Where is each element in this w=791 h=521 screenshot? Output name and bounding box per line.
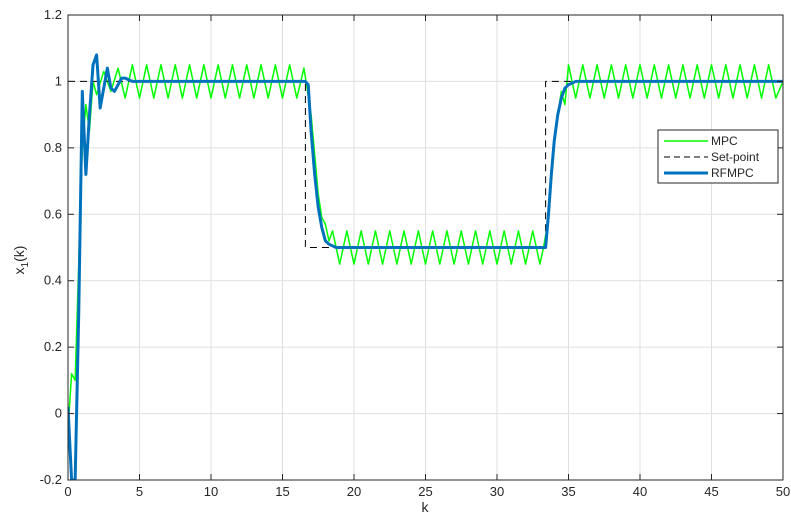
legend-label-mpc: MPC bbox=[711, 134, 738, 148]
y-tick-label: 0.6 bbox=[44, 206, 62, 221]
x-tick-label: 10 bbox=[204, 484, 218, 499]
series-group bbox=[68, 53, 783, 480]
legend-label-rfmpc: RFMPC bbox=[711, 166, 754, 180]
x-tick-label: 25 bbox=[418, 484, 432, 499]
y-axis-label: x1(k) bbox=[11, 246, 31, 275]
y-tick-label: 0.2 bbox=[44, 339, 62, 354]
y-tick-label: 1 bbox=[55, 73, 62, 88]
x-tick-label: 15 bbox=[275, 484, 289, 499]
y-tick-label: 0.8 bbox=[44, 140, 62, 155]
legend-label-setpoint: Set-point bbox=[711, 150, 760, 164]
x-tick-label: 30 bbox=[490, 484, 504, 499]
x-tick-label: 45 bbox=[704, 484, 718, 499]
y-axis-label-sub: 1 bbox=[20, 261, 31, 267]
x-tick-label: 40 bbox=[633, 484, 647, 499]
x-tick-label: 35 bbox=[561, 484, 575, 499]
y-axis-label-main: x bbox=[11, 267, 27, 274]
y-tick-label: 1.2 bbox=[44, 7, 62, 22]
x-tick-label: 20 bbox=[347, 484, 361, 499]
legend: MPC Set-point RFMPC bbox=[657, 129, 779, 184]
y-axis-label-suffix: (k) bbox=[11, 246, 27, 262]
y-tick-label: 0.4 bbox=[44, 273, 62, 288]
series-line-rfmpc bbox=[68, 53, 783, 480]
x-tick-label: 5 bbox=[136, 484, 143, 499]
x-axis-label: k bbox=[422, 499, 430, 515]
x-tick-label: 0 bbox=[64, 484, 71, 499]
series-line-mpc bbox=[68, 64, 783, 431]
y-tick-label: -0.2 bbox=[40, 472, 62, 487]
svg-text:x1(k): x1(k) bbox=[11, 246, 31, 275]
tick-labels: 0 5 10 15 20 25 30 35 40 45 50-0.200.20.40.60.811.… bbox=[40, 7, 791, 499]
y-tick-label: 0 bbox=[55, 406, 62, 421]
ticks bbox=[67, 14, 784, 481]
x-tick-label: 50 bbox=[776, 484, 790, 499]
